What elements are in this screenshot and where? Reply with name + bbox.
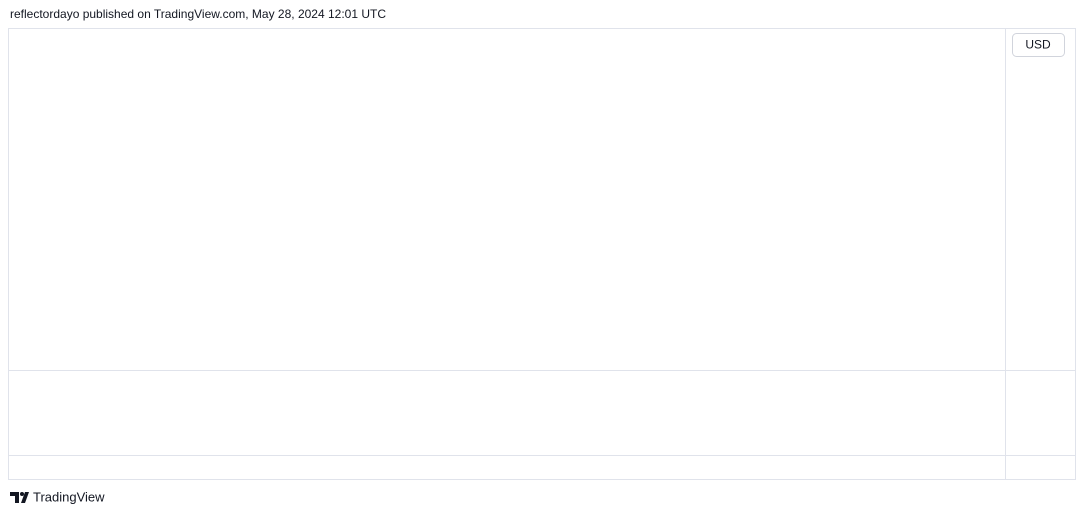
publish-note: reflectordayo published on TradingView.c… (10, 7, 386, 21)
chart-frame (8, 28, 1076, 480)
currency-label[interactable]: USD (1025, 38, 1051, 52)
brand-logo (10, 492, 29, 503)
brand-name: TradingView (33, 489, 105, 504)
currency-button[interactable] (1012, 33, 1065, 57)
